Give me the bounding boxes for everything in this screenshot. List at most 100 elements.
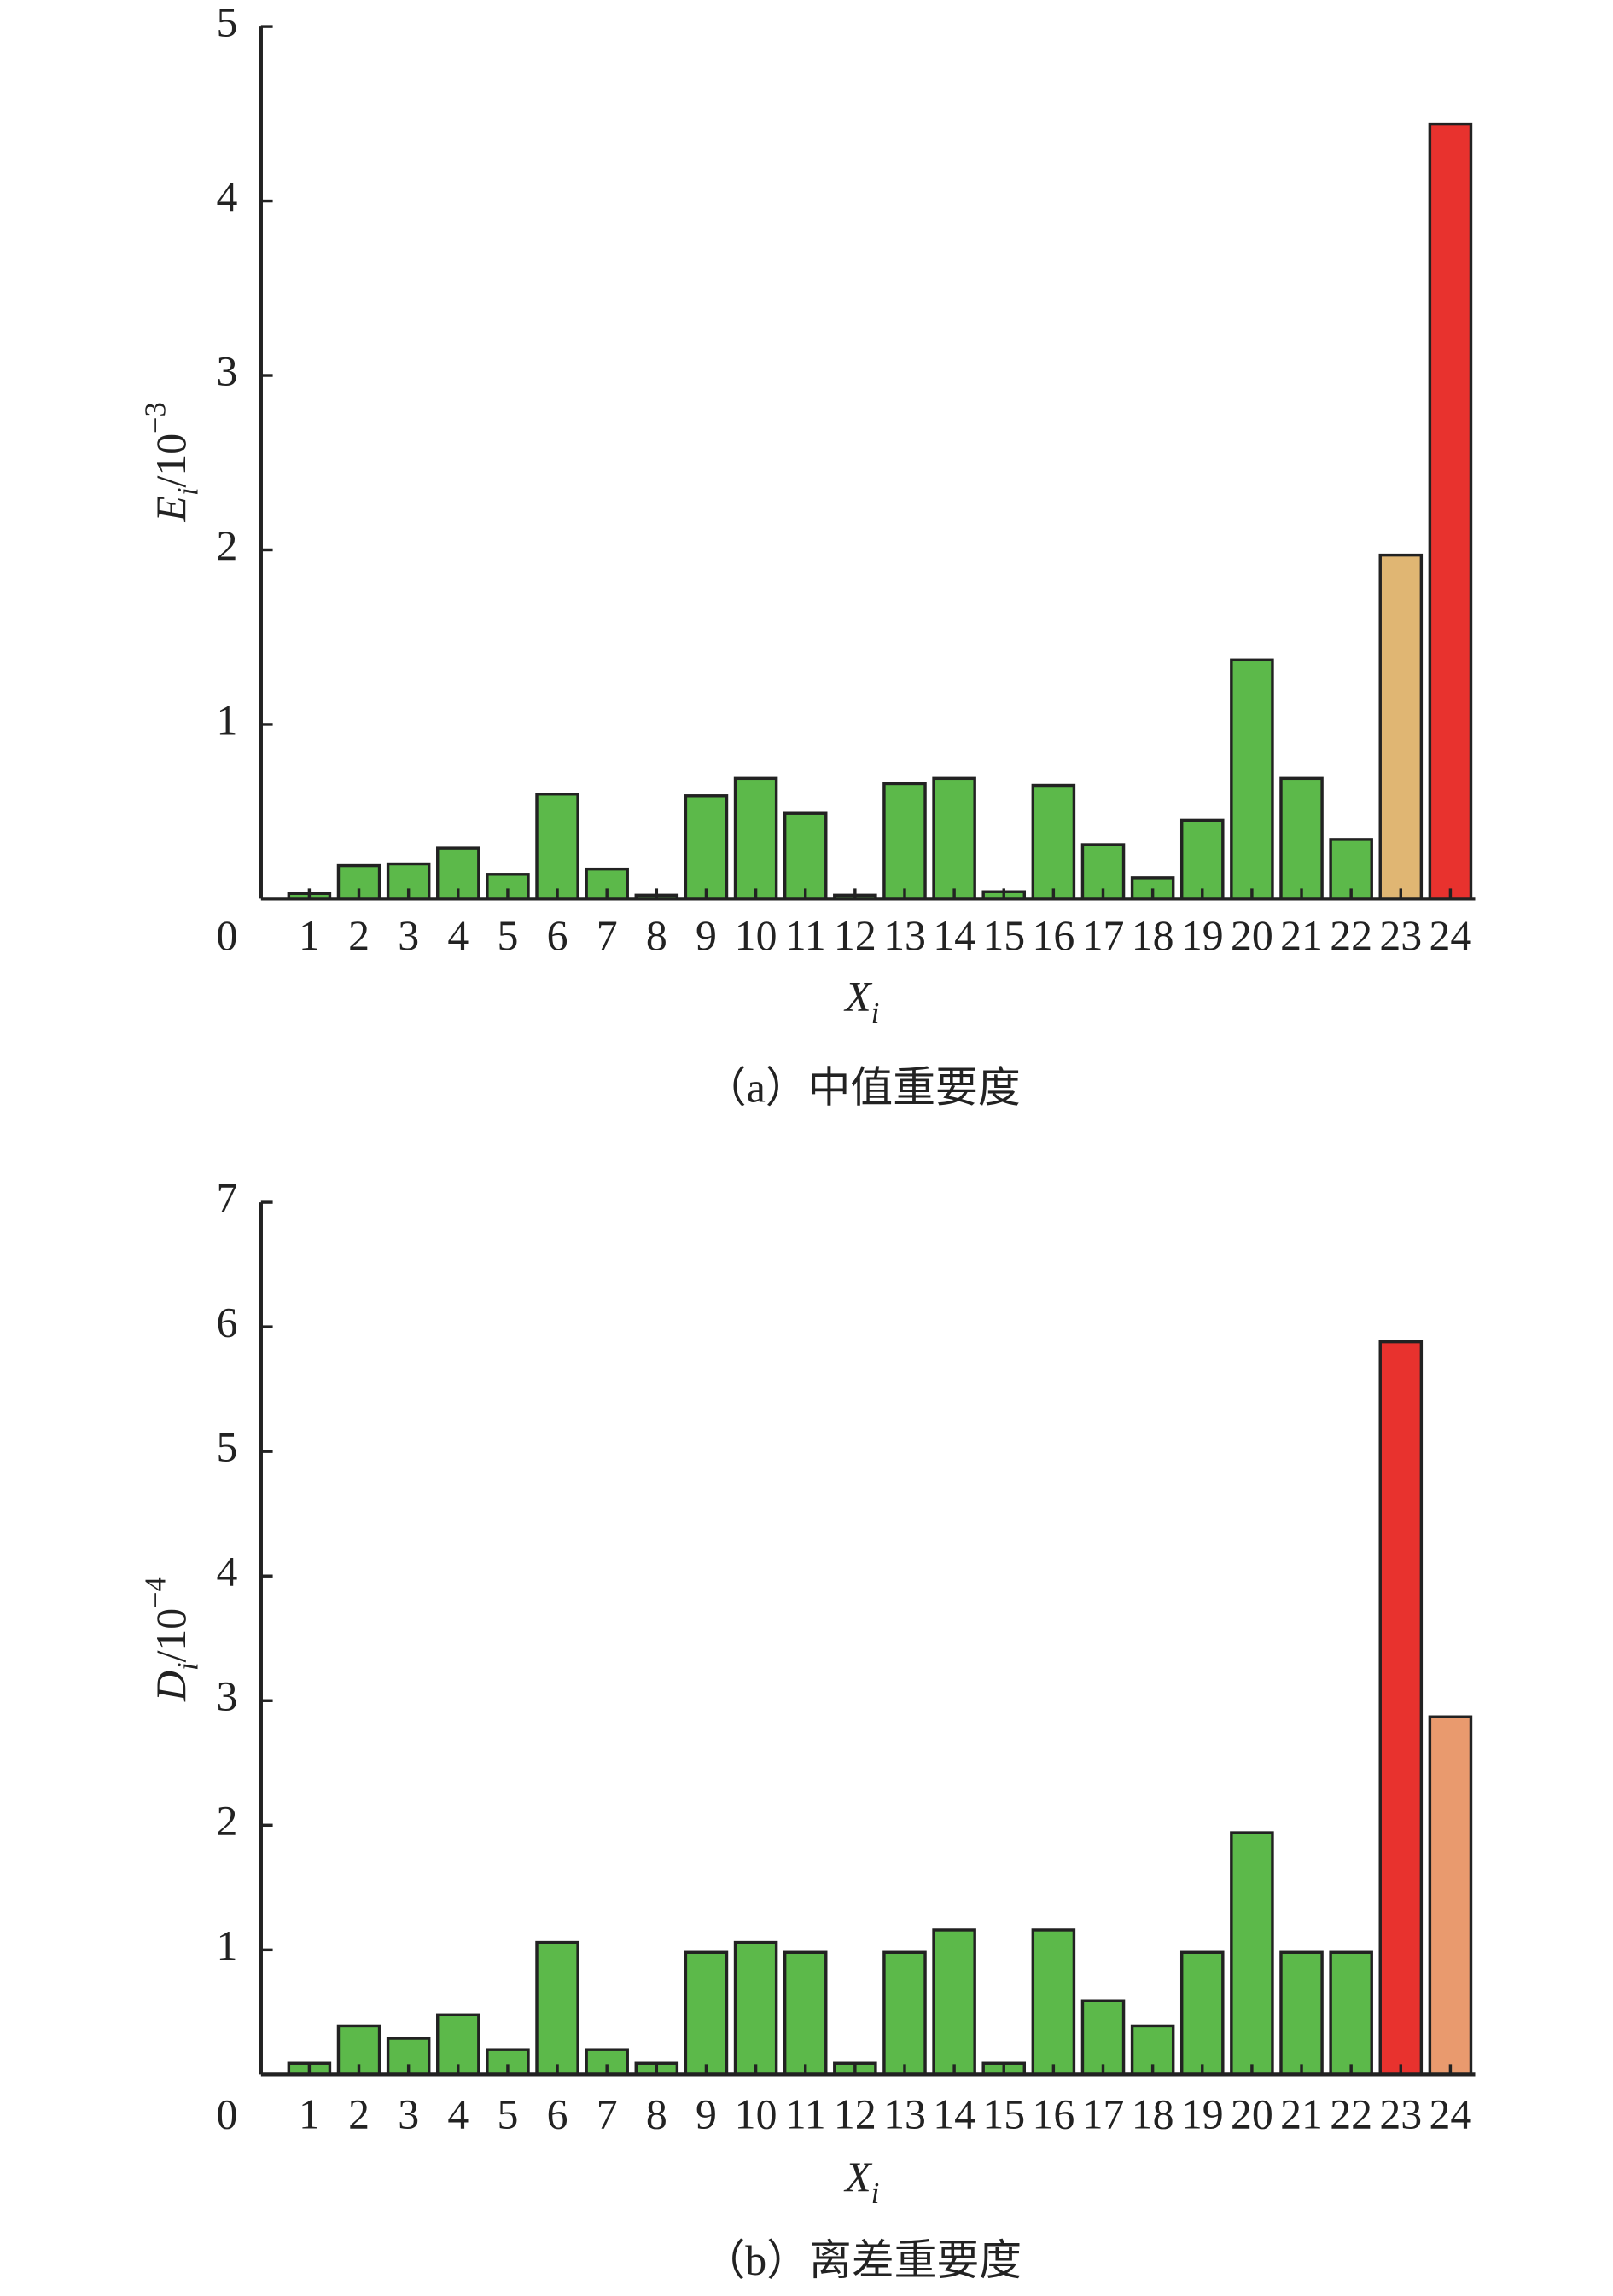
y-tick-label: 1 — [216, 1922, 237, 1969]
x-label-symbol: X — [843, 2154, 873, 2200]
bar — [733, 776, 778, 901]
x-tick-label: 24 — [1430, 912, 1472, 959]
y-tick-label: 6 — [216, 1299, 237, 1346]
x-tick-label: 17 — [1082, 2090, 1125, 2137]
y-label-subscript: i — [172, 1662, 204, 1671]
chart-title: （b）离差重要度 — [702, 2237, 1022, 2284]
x-axis-label: Xi — [843, 2154, 879, 2210]
x-tick-label: 12 — [834, 912, 876, 959]
x-label-symbol: X — [843, 974, 873, 1020]
x-tick-label: 5 — [497, 912, 518, 959]
x-tick-label: 18 — [1132, 2090, 1174, 2137]
y-tick-label: 2 — [216, 522, 237, 569]
x-tick-label: 7 — [597, 2090, 618, 2137]
x-tick-label: 1 — [299, 2090, 320, 2137]
bar — [932, 1928, 976, 2077]
bar — [1428, 122, 1473, 901]
x-label-subscript: i — [871, 997, 880, 1030]
bar — [1031, 783, 1076, 901]
y-tick-label: 5 — [216, 0, 237, 46]
y-tick-label: 2 — [216, 1798, 237, 1845]
x-tick-label: 8 — [646, 912, 667, 959]
x-tick-label: 5 — [497, 2090, 518, 2137]
x-tick-label: 16 — [1032, 912, 1074, 959]
chart-title: （a）中值重要度 — [704, 1065, 1021, 1112]
x-tick-label: 6 — [547, 912, 568, 959]
x-tick-label: 20 — [1231, 2090, 1273, 2137]
x-tick-label: 9 — [696, 2090, 717, 2137]
bar — [1230, 1831, 1274, 2077]
x-tick-label: 2 — [348, 912, 370, 959]
x-tick-label: 16 — [1032, 2090, 1074, 2137]
x-tick-label: 1 — [299, 912, 320, 959]
x-tick-label: 19 — [1181, 912, 1224, 959]
y-tick-label: 4 — [216, 173, 237, 220]
x-label-subscript: i — [871, 2177, 880, 2210]
x-tick-label: 21 — [1280, 2090, 1323, 2137]
x-tick-label: 8 — [646, 2090, 667, 2137]
bar — [932, 776, 976, 901]
y-tick-label: 0 — [216, 912, 237, 959]
x-tick-label: 15 — [982, 2090, 1025, 2137]
x-tick-label: 23 — [1379, 912, 1422, 959]
x-tick-label: 23 — [1379, 2090, 1422, 2137]
x-tick-label: 15 — [982, 912, 1025, 959]
bar — [1230, 658, 1274, 901]
y-label-exponent: −3 — [139, 402, 172, 433]
bar — [684, 794, 729, 901]
x-tick-label: 2 — [348, 2090, 370, 2137]
x-tick-label: 4 — [447, 912, 469, 959]
x-tick-label: 12 — [834, 2090, 876, 2137]
bar — [1378, 1340, 1424, 2077]
x-tick-label: 20 — [1231, 912, 1273, 959]
x-tick-label: 17 — [1082, 912, 1125, 959]
x-tick-label: 14 — [933, 912, 975, 959]
x-tick-label: 11 — [785, 2090, 826, 2137]
x-tick-label: 6 — [547, 2090, 568, 2137]
y-label-unit: /10 — [148, 1608, 195, 1663]
bar — [1279, 776, 1324, 901]
x-tick-label: 11 — [785, 912, 826, 959]
x-tick-label: 21 — [1280, 912, 1323, 959]
bar — [1031, 1928, 1076, 2077]
bar — [1179, 1950, 1225, 2077]
bar — [1378, 553, 1424, 901]
x-tick-label: 22 — [1330, 912, 1372, 959]
x-tick-label: 13 — [883, 912, 926, 959]
x-tick-label: 22 — [1330, 2090, 1372, 2137]
x-tick-label: 10 — [735, 2090, 777, 2137]
y-tick-label: 3 — [216, 347, 237, 394]
bar — [783, 1950, 828, 2077]
x-tick-label: 18 — [1132, 912, 1174, 959]
x-tick-label: 9 — [696, 912, 717, 959]
y-axis-label: Ei/10−3 — [139, 402, 204, 522]
x-tick-label: 10 — [735, 912, 777, 959]
y-label-symbol: E — [148, 496, 195, 522]
bar — [1080, 1999, 1126, 2077]
bar — [783, 811, 828, 901]
bar — [535, 793, 579, 901]
y-tick-label: 3 — [216, 1673, 237, 1720]
bar — [1428, 1715, 1473, 2077]
bar — [882, 782, 927, 901]
y-tick-label: 5 — [216, 1424, 237, 1471]
y-label-symbol: D — [148, 1671, 195, 1702]
y-tick-label: 4 — [216, 1549, 237, 1596]
bar — [1329, 1950, 1373, 2077]
x-tick-label: 7 — [597, 912, 618, 959]
x-tick-label: 4 — [447, 2090, 469, 2137]
bar — [882, 1950, 927, 2077]
bar — [535, 1940, 579, 2077]
y-tick-label: 7 — [216, 1175, 237, 1222]
x-axis-label: Xi — [843, 974, 879, 1030]
x-tick-label: 14 — [933, 2090, 975, 2137]
bar — [733, 1940, 778, 2077]
x-tick-label: 13 — [883, 2090, 926, 2137]
y-tick-label: 0 — [216, 2090, 237, 2137]
y-label-subscript: i — [172, 488, 204, 497]
y-axis-label: Di/10−4 — [139, 1577, 204, 1702]
bar — [1179, 818, 1225, 901]
bar — [585, 867, 629, 901]
bar — [1279, 1950, 1324, 2077]
